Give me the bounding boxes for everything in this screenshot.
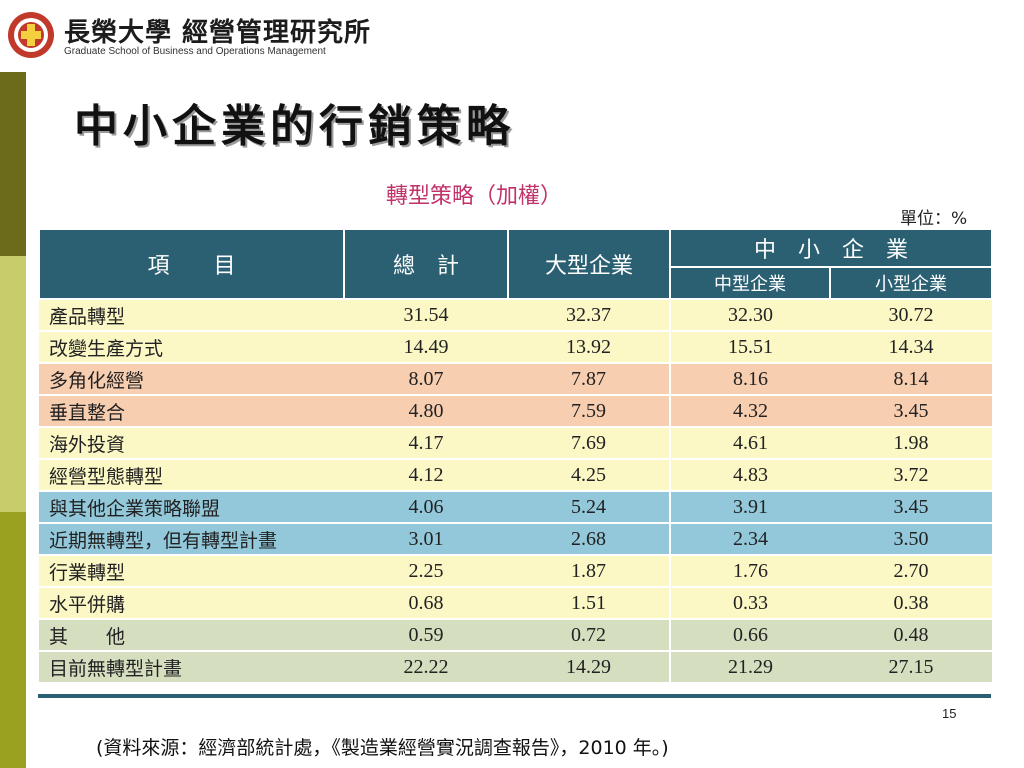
table-row: 與其他企業策略聯盟 4.06 5.24 3.91 3.45 [39, 491, 993, 524]
slide-title: 中小企業的行銷策略 [74, 101, 515, 152]
cell-large: 32.37 [508, 299, 670, 332]
cell-small: 14.34 [830, 331, 993, 364]
cell-total: 4.06 [344, 491, 508, 524]
cell-large: 0.72 [508, 619, 670, 652]
table-row: 多角化經營 8.07 7.87 8.16 8.14 [39, 363, 993, 396]
row-label: 垂直整合 [39, 395, 344, 428]
cell-total: 4.12 [344, 459, 508, 492]
source-note: (資料來源：經濟部統計處，《製造業經營實況調查報告》，2010 年。) [96, 737, 669, 759]
row-label: 經營型態轉型 [39, 459, 344, 492]
cell-medium: 0.33 [669, 587, 830, 620]
row-label: 改變生產方式 [39, 331, 344, 364]
cell-total: 22.22 [344, 651, 508, 684]
row-label: 海外投資 [39, 427, 344, 460]
header-large-enterprise: 大型企業 [507, 228, 671, 300]
accent-bar-bottom [0, 512, 26, 768]
cell-medium: 0.66 [669, 619, 830, 652]
table-row: 經營型態轉型 4.12 4.25 4.83 3.72 [39, 459, 993, 492]
row-label: 水平併購 [39, 587, 344, 620]
cell-medium: 8.16 [669, 363, 830, 396]
cell-large: 1.51 [508, 587, 670, 620]
cell-total: 14.49 [344, 331, 508, 364]
cell-medium: 4.32 [669, 395, 830, 428]
cell-small: 2.70 [830, 555, 993, 588]
header-small-enterprise: 小型企業 [828, 266, 994, 300]
cell-large: 7.87 [508, 363, 670, 396]
unit-label: 單位：% [900, 209, 968, 229]
cell-large: 7.59 [508, 395, 670, 428]
cell-small: 3.45 [830, 395, 993, 428]
header-total: 總 計 [343, 228, 509, 300]
table-row: 垂直整合 4.80 7.59 4.32 3.45 [39, 395, 993, 428]
row-label: 多角化經營 [39, 363, 344, 396]
cell-large: 13.92 [508, 331, 670, 364]
table-row: 近期無轉型，但有轉型計畫 3.01 2.68 2.34 3.50 [39, 523, 993, 556]
cell-medium: 21.29 [669, 651, 830, 684]
cell-medium: 2.34 [669, 523, 830, 556]
table-row: 產品轉型 31.54 32.37 32.30 30.72 [39, 299, 993, 332]
cell-total: 3.01 [344, 523, 508, 556]
accent-bar-top [0, 72, 26, 256]
cell-medium: 3.91 [669, 491, 830, 524]
cell-medium: 32.30 [669, 299, 830, 332]
strategy-table: 項 目 總 計 大型企業 中 小 企 業 中型企業 小型企業 產品轉型 31.54… [38, 228, 994, 684]
table-row: 水平併購 0.68 1.51 0.33 0.38 [39, 587, 993, 620]
table-row: 行業轉型 2.25 1.87 1.76 2.70 [39, 555, 993, 588]
cell-total: 8.07 [344, 363, 508, 396]
cell-total: 0.68 [344, 587, 508, 620]
cell-large: 1.87 [508, 555, 670, 588]
logo-english-name: Graduate School of Business and Operatio… [64, 46, 326, 57]
cell-large: 5.24 [508, 491, 670, 524]
cell-small: 8.14 [830, 363, 993, 396]
table-body: 產品轉型 31.54 32.37 32.30 30.72 改變生產方式 14.49 13.92… [39, 299, 993, 684]
cell-total: 4.17 [344, 427, 508, 460]
cell-large: 14.29 [508, 651, 670, 684]
cell-medium: 15.51 [669, 331, 830, 364]
cell-medium: 4.61 [669, 427, 830, 460]
cell-large: 7.69 [508, 427, 670, 460]
logo-chinese-name: 長榮大學 經營管理研究所 [64, 18, 372, 48]
table-row: 其 他 0.59 0.72 0.66 0.48 [39, 619, 993, 652]
cell-small: 27.15 [830, 651, 993, 684]
table-row: 目前無轉型計畫 22.22 14.29 21.29 27.15 [39, 651, 993, 684]
row-label: 行業轉型 [39, 555, 344, 588]
cell-small: 3.45 [830, 491, 993, 524]
accent-bar-middle [0, 256, 26, 512]
table-subtitle: 轉型策略（加權） [386, 184, 563, 209]
row-label: 與其他企業策略聯盟 [39, 491, 344, 524]
cell-medium: 4.83 [669, 459, 830, 492]
row-label: 近期無轉型，但有轉型計畫 [39, 523, 344, 556]
table-bottom-rule [38, 694, 991, 698]
cell-total: 0.59 [344, 619, 508, 652]
row-label: 目前無轉型計畫 [39, 651, 344, 684]
cell-large: 2.68 [508, 523, 670, 556]
cell-total: 31.54 [344, 299, 508, 332]
university-seal-icon [8, 12, 54, 58]
cell-small: 1.98 [830, 427, 993, 460]
row-label: 其 他 [39, 619, 344, 652]
cell-medium: 1.76 [669, 555, 830, 588]
cell-small: 30.72 [830, 299, 993, 332]
header-item: 項 目 [38, 228, 345, 300]
header-sme: 中 小 企 業 [668, 228, 994, 268]
cell-total: 4.80 [344, 395, 508, 428]
cell-total: 2.25 [344, 555, 508, 588]
cell-small: 3.50 [830, 523, 993, 556]
cell-small: 0.48 [830, 619, 993, 652]
cell-small: 0.38 [830, 587, 993, 620]
university-logo: 長榮大學 經營管理研究所 Graduate School of Business… [0, 0, 384, 70]
cell-small: 3.72 [830, 459, 993, 492]
cell-large: 4.25 [508, 459, 670, 492]
page-number: 15 [942, 706, 957, 721]
row-label: 產品轉型 [39, 299, 344, 332]
table-row: 改變生產方式 14.49 13.92 15.51 14.34 [39, 331, 993, 364]
table-row: 海外投資 4.17 7.69 4.61 1.98 [39, 427, 993, 460]
header-medium-enterprise: 中型企業 [669, 266, 831, 300]
